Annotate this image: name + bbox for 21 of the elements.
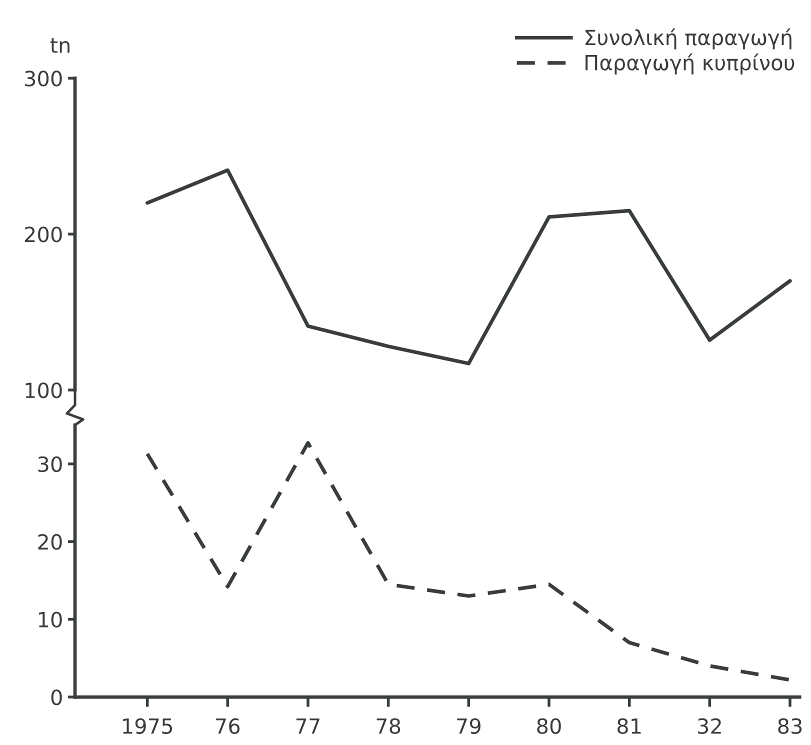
x-tick-label: 80	[537, 718, 561, 734]
x-tick-label: 77	[296, 718, 320, 734]
y-tick-label: 20	[38, 534, 62, 550]
y-tick-label: 30	[38, 456, 62, 472]
x-tick-label: 79	[457, 718, 480, 734]
y-axis-title: tn	[50, 38, 70, 53]
x-tick-label: 76	[216, 718, 240, 734]
legend-label: Συνολική παραγωγή	[586, 28, 792, 50]
y-tick-label: 300	[25, 70, 62, 86]
y-tick-label: 200	[24, 226, 62, 242]
legend-label: Παραγωγή κυπρίνου	[586, 54, 794, 75]
y-tick-label: 10	[38, 612, 62, 628]
x-tick-label: 83	[778, 718, 802, 734]
x-tick-label: 32	[698, 718, 721, 734]
y-tick-label: 100	[26, 382, 62, 398]
x-tick-label: 1975	[123, 718, 172, 734]
line-series	[146, 168, 792, 366]
x-tick-label: 78	[376, 718, 400, 734]
y-tick-label: 0	[51, 689, 62, 706]
line-series	[146, 441, 792, 682]
x-tick-label: 81	[617, 718, 641, 734]
